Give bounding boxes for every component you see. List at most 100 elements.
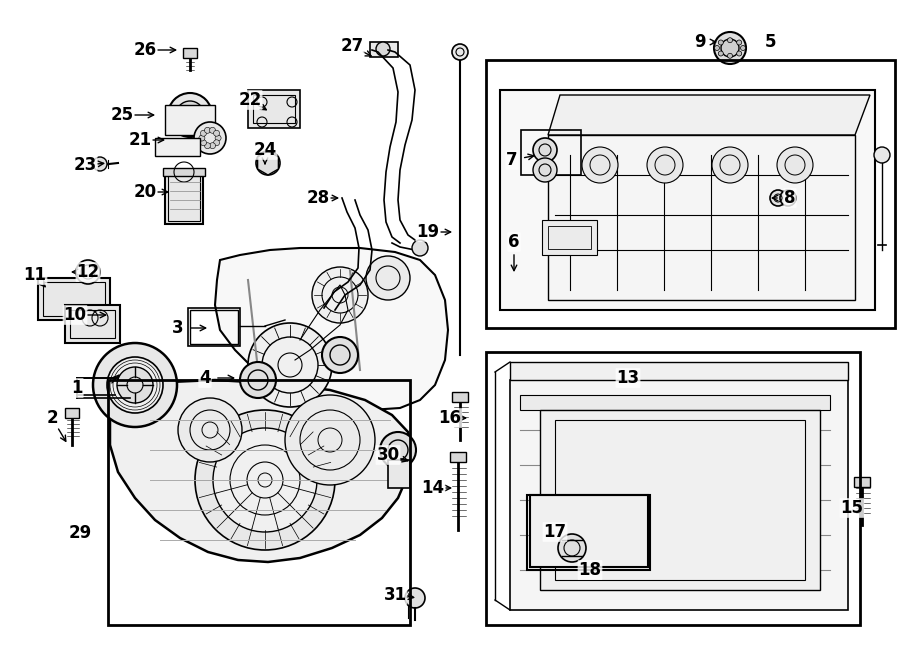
Bar [165,105,215,135]
Circle shape [727,54,733,58]
Text: 11: 11 [23,266,47,284]
Text: 15: 15 [841,499,863,517]
Polygon shape [215,248,448,410]
Text: 31: 31 [383,586,407,604]
Circle shape [714,32,746,64]
Circle shape [715,46,719,50]
Bar [527,495,650,570]
Polygon shape [548,95,870,135]
Text: 29: 29 [68,524,92,542]
Circle shape [176,101,204,129]
Bar [43,282,105,316]
Bar [155,138,200,156]
Circle shape [721,39,739,57]
Circle shape [213,428,317,532]
Bar [486,352,860,625]
Text: 9: 9 [694,33,706,51]
Text: 27: 27 [340,37,364,55]
Polygon shape [257,151,278,175]
Circle shape [210,143,215,149]
Text: 23: 23 [74,156,96,174]
Text: 16: 16 [438,409,462,427]
Circle shape [737,51,742,56]
Bar [248,90,300,128]
Circle shape [780,190,796,206]
Circle shape [874,147,890,163]
Bar [521,130,581,175]
Bar [253,95,295,123]
Circle shape [405,588,425,608]
Text: 3: 3 [172,319,184,337]
Circle shape [558,534,586,562]
Text: 1: 1 [71,379,83,397]
Polygon shape [510,362,848,380]
Bar [70,310,115,338]
Bar [486,60,895,328]
Circle shape [380,432,416,468]
Circle shape [201,130,206,136]
Text: 8: 8 [784,189,796,207]
Circle shape [213,140,220,146]
Circle shape [93,343,177,427]
Circle shape [178,398,242,462]
Circle shape [718,51,724,56]
Circle shape [107,357,163,413]
Text: 26: 26 [133,41,157,59]
Bar [548,226,591,249]
Circle shape [194,122,226,154]
Circle shape [117,367,153,403]
Circle shape [712,147,748,183]
Circle shape [718,40,724,45]
Circle shape [240,362,276,398]
Circle shape [213,130,220,136]
Text: 2: 2 [46,409,58,427]
Circle shape [412,240,428,256]
Text: 18: 18 [579,561,601,579]
Bar [65,408,79,418]
Bar [163,168,205,176]
Text: 10: 10 [64,306,86,324]
Text: 24: 24 [254,141,276,159]
Bar [452,392,468,402]
Bar [520,395,830,410]
Circle shape [376,42,390,56]
Circle shape [256,151,280,175]
Bar [542,220,597,255]
Circle shape [533,158,557,182]
Bar [108,380,410,625]
Text: 17: 17 [544,523,567,541]
Circle shape [204,143,211,149]
Circle shape [195,410,335,550]
Circle shape [770,190,786,206]
Bar [450,452,466,462]
Text: 20: 20 [133,183,157,201]
Text: 12: 12 [76,263,100,281]
Circle shape [201,140,206,146]
Circle shape [777,147,813,183]
Circle shape [322,337,358,373]
Circle shape [533,138,557,162]
Polygon shape [500,90,875,310]
Circle shape [168,93,212,137]
Bar [530,495,648,567]
Text: 25: 25 [111,106,133,124]
Text: 13: 13 [616,369,640,387]
Text: 14: 14 [421,479,445,497]
Circle shape [204,127,211,133]
Circle shape [215,135,221,141]
Circle shape [210,127,215,133]
Bar [65,305,120,343]
Bar [370,42,398,57]
Text: 6: 6 [508,233,520,251]
Circle shape [727,38,733,43]
Circle shape [199,135,205,141]
Bar [38,278,110,320]
Circle shape [76,260,100,284]
Circle shape [647,147,683,183]
Bar [183,48,197,58]
Circle shape [285,395,375,485]
Bar [188,308,240,346]
Polygon shape [510,380,848,610]
Bar [388,460,410,488]
Text: 5: 5 [764,33,776,51]
